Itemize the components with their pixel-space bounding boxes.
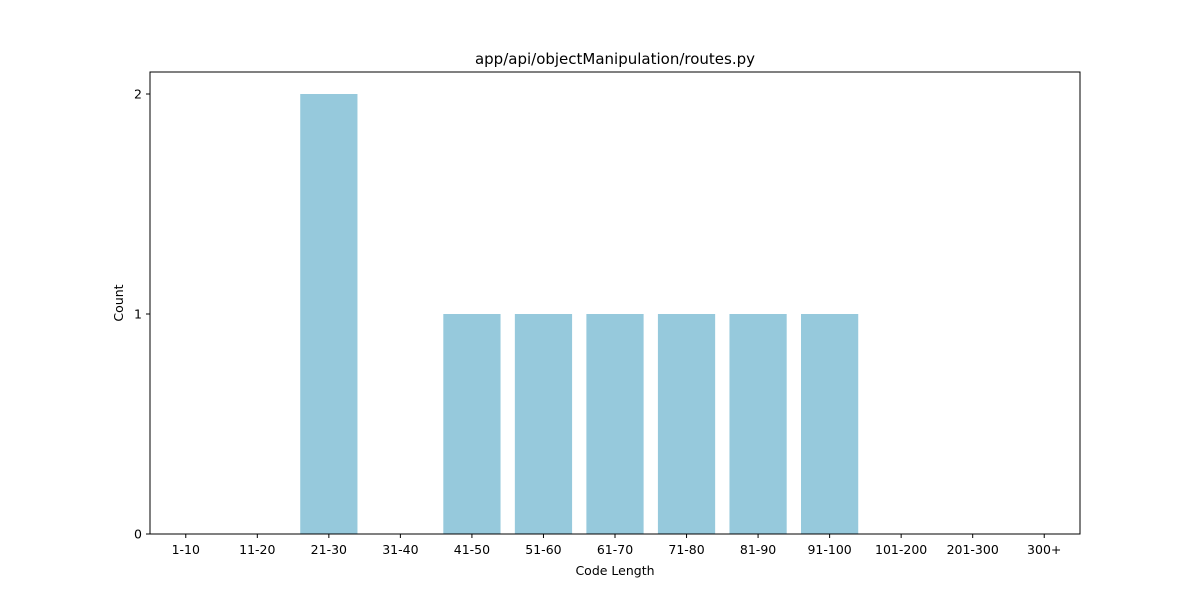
bar-71-80	[657, 314, 716, 534]
y-tick-label: 0	[134, 527, 142, 542]
x-tick-label: 41-50	[454, 542, 490, 557]
bar-41-50	[443, 314, 501, 534]
x-axis-label: Code Length	[575, 563, 654, 578]
bars-group	[300, 94, 859, 534]
bar-61-70	[586, 314, 644, 534]
chart-title: app/api/objectManipulation/routes.py	[475, 50, 755, 68]
y-tick-label: 1	[134, 307, 142, 322]
x-tick-label: 11-20	[239, 542, 275, 557]
x-tick-label: 21-30	[311, 542, 347, 557]
x-tick-label: 31-40	[382, 542, 418, 557]
x-axis: 1-10 11-20 21-30 31-40 41-50 51-60 61-70 71-80 8…	[172, 534, 1061, 557]
x-tick-label: 71-80	[668, 542, 704, 557]
x-tick-label: 201-300	[947, 542, 999, 557]
x-tick-label: 81-90	[740, 542, 776, 557]
x-tick-label: 101-200	[875, 542, 927, 557]
x-tick-label: 1-10	[172, 542, 200, 557]
x-tick-label: 91-100	[807, 542, 851, 557]
bar-21-30	[300, 94, 358, 534]
bar-51-60	[514, 314, 573, 534]
x-tick-label: 300+	[1027, 542, 1061, 557]
x-tick-label: 61-70	[597, 542, 633, 557]
y-tick-label: 2	[134, 87, 142, 102]
y-axis-label: Count	[111, 284, 126, 321]
x-tick-label: 51-60	[525, 542, 561, 557]
y-axis: 0 1 2	[134, 87, 150, 542]
bar-81-90	[729, 314, 787, 534]
bar-91-100	[801, 314, 859, 534]
